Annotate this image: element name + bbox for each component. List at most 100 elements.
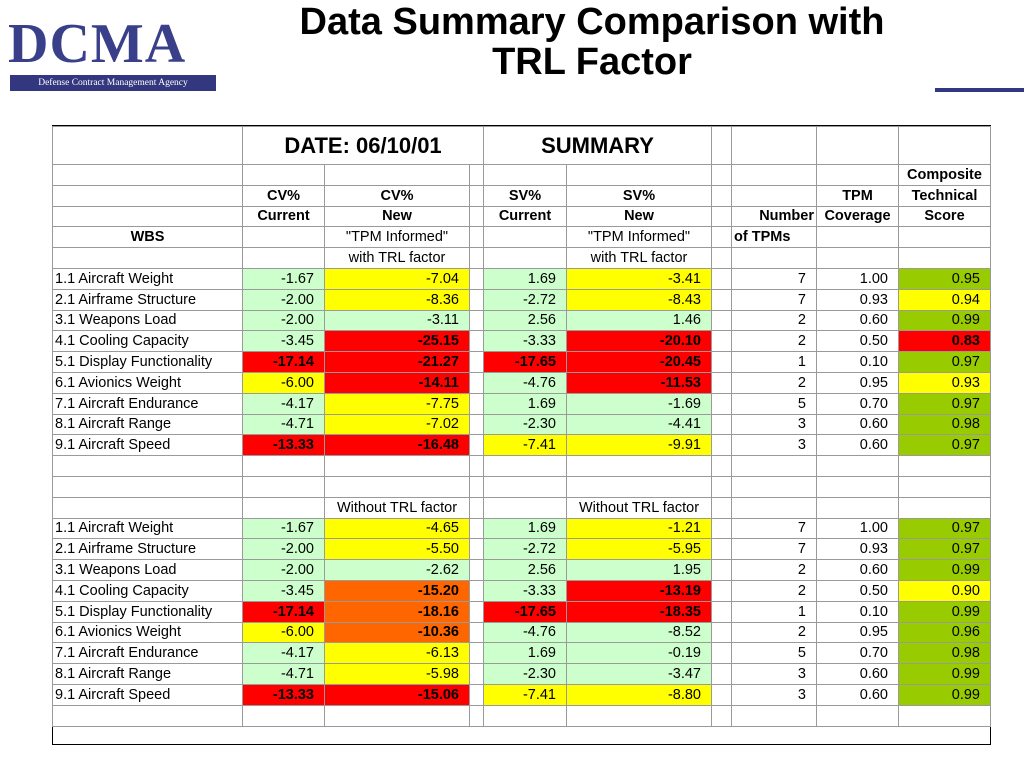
table-row: 4.1 Cooling Capacity -3.45 -25.15 -3.33 -20.…	[52, 330, 991, 353]
gap-cell	[711, 330, 732, 353]
cv-new-cell: -2.62	[324, 559, 470, 581]
tpm-coverage-cell: 0.50	[816, 330, 899, 353]
sv-new-cell: -4.41	[566, 413, 712, 436]
table-row: 6.1 Avionics Weight -6.00 -10.36 -4.76 -8.52…	[52, 621, 991, 644]
title-line-1: Data Summary Comparison with	[299, 1, 885, 43]
cv-new-cell: -7.75	[324, 392, 470, 415]
sv-new-cell: -3.47	[566, 663, 712, 685]
sv-new-cell: -20.10	[566, 330, 712, 353]
score-cell: 0.90	[898, 579, 991, 602]
tpm-count-cell: 5	[731, 642, 817, 665]
gap-cell	[711, 434, 732, 457]
header-of-tpms: of TPMs	[731, 226, 817, 249]
tpm-count-cell: 3	[731, 683, 817, 706]
sv-current-cell: -7.41	[483, 434, 567, 457]
gap-cell	[711, 371, 732, 394]
score-cell: 0.94	[898, 288, 991, 311]
wbs-cell: 6.1 Avionics Weight	[52, 621, 243, 644]
sv-new-cell: -13.19	[566, 579, 712, 602]
cv-new-cell: -4.65	[324, 517, 470, 540]
gap-cell	[711, 517, 732, 540]
sv-current-cell: 2.56	[483, 559, 567, 581]
header-cv: CV%	[242, 184, 325, 207]
cv-current-cell: -2.00	[242, 538, 325, 561]
wbs-cell: 2.1 Airframe Structure	[52, 288, 243, 311]
gap-cell	[469, 621, 484, 644]
header-coverage: Coverage	[816, 205, 899, 228]
wbs-cell: 4.1 Cooling Capacity	[52, 579, 243, 602]
gap-cell	[469, 351, 484, 373]
cv-current-cell: -3.45	[242, 579, 325, 602]
cv-current-cell: -13.33	[242, 434, 325, 457]
gap-cell	[469, 600, 484, 623]
tpm-coverage-cell: 0.60	[816, 559, 899, 581]
sv-current-cell: -2.30	[483, 413, 567, 436]
cv-new-cell: -21.27	[324, 351, 470, 373]
tpm-count-cell: 2	[731, 621, 817, 644]
tpm-coverage-cell: 0.60	[816, 413, 899, 436]
table-row: 6.1 Avionics Weight -6.00 -14.11 -4.76 -11.5…	[52, 371, 991, 394]
logo-tagline: Defense Contract Management Agency	[10, 75, 216, 91]
sv-new-cell: -3.41	[566, 267, 712, 290]
sv-current-cell: -2.72	[483, 538, 567, 561]
cv-current-cell: -1.67	[242, 267, 325, 290]
tpm-coverage-cell: 0.95	[816, 621, 899, 644]
gap-cell	[711, 663, 732, 685]
tpm-count-cell: 2	[731, 371, 817, 394]
gap-cell	[469, 309, 484, 332]
cv-new-cell: -5.98	[324, 663, 470, 685]
tpm-coverage-cell: 0.95	[816, 371, 899, 394]
score-cell: 0.97	[898, 517, 991, 540]
sv-current-cell: -3.33	[483, 330, 567, 353]
spacer-row	[52, 455, 991, 477]
cv-new-cell: -7.04	[324, 267, 470, 290]
score-cell: 0.97	[898, 351, 991, 373]
wbs-cell: 9.1 Aircraft Speed	[52, 683, 243, 706]
cv-current-cell: -3.45	[242, 330, 325, 353]
cv-current-cell: -1.67	[242, 517, 325, 540]
header-sv-new-label: New	[566, 205, 712, 228]
table-row: 8.1 Aircraft Range -4.71 -5.98 -2.30 -3.47 3 0…	[52, 663, 991, 685]
header-technical: Technical	[898, 184, 991, 207]
header-row-2: Composite	[52, 164, 991, 186]
wbs-cell: 9.1 Aircraft Speed	[52, 434, 243, 457]
gap-cell	[469, 663, 484, 685]
cv-current-cell: -6.00	[242, 371, 325, 394]
spacer-row	[52, 704, 991, 727]
sv-current-cell: -2.72	[483, 288, 567, 311]
cv-new-cell: -16.48	[324, 434, 470, 457]
table-row: 9.1 Aircraft Speed -13.33 -15.06 -7.41 -8.80…	[52, 683, 991, 706]
header-number: Number	[731, 205, 817, 228]
tpm-coverage-cell: 0.10	[816, 351, 899, 373]
header-row-4: Current New Current New Number Coverage …	[52, 205, 991, 228]
sv-new-cell: -18.35	[566, 600, 712, 623]
header-composite: Composite	[898, 164, 991, 186]
sv-new-cell: -8.52	[566, 621, 712, 644]
tpm-count-cell: 2	[731, 330, 817, 353]
sv-new-cell: -11.53	[566, 371, 712, 394]
score-cell: 0.99	[898, 683, 991, 706]
spacer-row	[52, 475, 991, 498]
cv-current-cell: -4.17	[242, 642, 325, 665]
gap-cell	[711, 309, 732, 332]
cv-new-cell: -14.11	[324, 371, 470, 394]
table-row: 1.1 Aircraft Weight -1.67 -7.04 1.69 -3.41 7 1…	[52, 267, 991, 290]
header-row-3: CV% CV% SV% SV% TPM Technical	[52, 184, 991, 207]
tpm-count-cell: 3	[731, 434, 817, 457]
gap-cell	[469, 642, 484, 665]
cv-current-cell: -17.14	[242, 600, 325, 623]
wbs-cell: 2.1 Airframe Structure	[52, 538, 243, 561]
gap-cell	[469, 579, 484, 602]
score-cell: 0.96	[898, 621, 991, 644]
header-tpm: TPM	[816, 184, 899, 207]
tpm-coverage-cell: 0.60	[816, 683, 899, 706]
wbs-cell: 7.1 Aircraft Endurance	[52, 642, 243, 665]
score-cell: 0.99	[898, 663, 991, 685]
score-cell: 0.98	[898, 642, 991, 665]
gap-cell	[711, 351, 732, 373]
header-sv: SV%	[483, 184, 567, 207]
gap-cell	[469, 392, 484, 415]
score-cell: 0.97	[898, 392, 991, 415]
gap-cell	[469, 330, 484, 353]
score-cell: 0.97	[898, 434, 991, 457]
